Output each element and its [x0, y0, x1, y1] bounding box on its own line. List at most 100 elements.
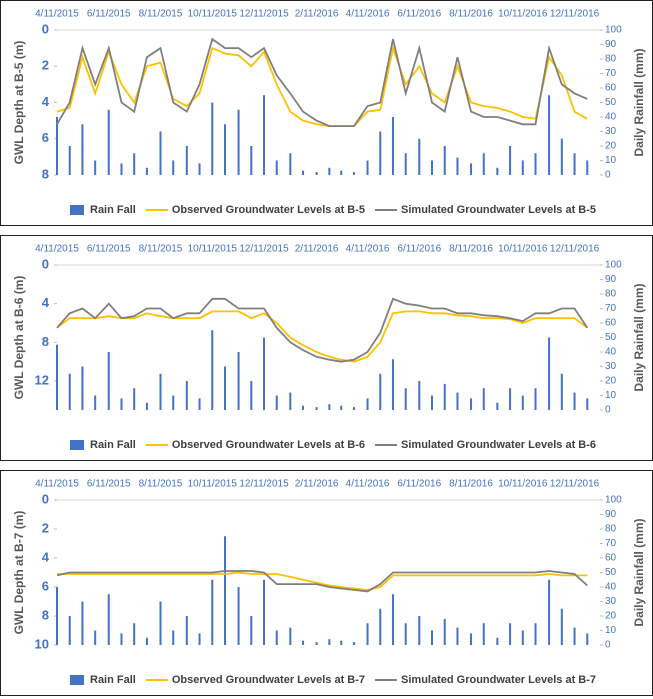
rain-bar: [352, 642, 355, 645]
rain-bar: [237, 587, 240, 645]
y-tick-label: 8: [42, 166, 49, 181]
y2-tick-label: 80: [605, 289, 617, 300]
rain-bar: [560, 373, 563, 410]
y-axis-title: GWL Depth at B-7 (m): [12, 511, 26, 635]
x-tick-label: 12/11/2016: [550, 244, 600, 255]
rain-bar: [107, 352, 110, 410]
legend-swatch: [70, 675, 84, 685]
rain-bar: [391, 359, 394, 410]
rain-bar: [431, 630, 434, 645]
y-tick-label: 4: [42, 94, 50, 109]
y2-tick-label: 60: [605, 83, 617, 94]
rain-bar: [509, 623, 512, 645]
rain-bar: [263, 95, 266, 175]
x-tick-label: 2/11/2016: [295, 244, 339, 255]
y-tick-label: 8: [42, 334, 49, 349]
y2-tick-label: 50: [605, 97, 617, 108]
x-tick-label: 8/11/2016: [449, 479, 493, 490]
x-tick-label: 8/11/2015: [139, 9, 183, 20]
legend-label: Rain Fall: [90, 674, 136, 686]
chart-panel: 4/11/2015 6/11/2015 8/11/2015 10/11/2015 12/…: [0, 470, 653, 696]
x-tick-label: 6/11/2015: [87, 9, 131, 20]
rain-bar: [81, 601, 84, 645]
y-tick-label: 2: [42, 58, 49, 73]
rain-bar: [366, 160, 369, 175]
rain-bar: [470, 163, 473, 175]
legend-label: Observed Groundwater Levels at B-6: [172, 439, 365, 451]
rain-bar: [573, 392, 576, 410]
rain-bar: [315, 172, 318, 175]
rain-bar: [145, 167, 148, 175]
rain-bar: [56, 344, 58, 410]
rain-bar: [534, 153, 537, 175]
rain-bar: [340, 405, 343, 410]
y2-tick-label: 90: [605, 274, 617, 285]
y2-tick-label: 20: [605, 376, 617, 387]
rain-bar: [237, 109, 240, 175]
panel-border: [0, 0, 653, 226]
x-tick-label: 12/11/2016: [550, 9, 600, 20]
rain-bar: [198, 163, 201, 175]
rain-bar: [159, 373, 162, 410]
rain-bar: [496, 167, 499, 175]
rain-bar: [302, 405, 305, 410]
x-tick-label: 8/11/2015: [139, 479, 183, 490]
rain-bar: [391, 594, 394, 645]
rain-bar: [379, 608, 382, 645]
y-tick-label: 4: [42, 295, 50, 310]
rain-bar: [68, 373, 71, 410]
gwl-line: [56, 570, 588, 593]
rain-bar: [223, 366, 226, 410]
x-tick-label: 8/11/2016: [449, 9, 493, 20]
legend-label: Simulated Groundwater Levels at B-6: [401, 439, 596, 451]
rain-bar: [573, 153, 576, 175]
rain-bar: [340, 640, 343, 645]
rain-bar: [133, 623, 136, 645]
rain-bar: [340, 170, 343, 175]
rain-bar: [534, 388, 537, 410]
x-tick-label: 10/11/2016: [498, 244, 548, 255]
y-tick-label: 4: [42, 549, 50, 564]
rain-bar: [418, 381, 421, 410]
rain-bar: [482, 623, 485, 645]
rain-bar: [159, 601, 162, 645]
y2-tick-label: 70: [605, 68, 617, 79]
x-tick-label: 10/11/2016: [498, 9, 548, 20]
rain-bar: [521, 160, 524, 175]
x-tick-label: 4/11/2016: [346, 244, 390, 255]
x-tick-label: 2/11/2016: [295, 9, 339, 20]
rain-bar: [211, 330, 214, 410]
y2-tick-label: 40: [605, 347, 617, 358]
rain-bar: [560, 608, 563, 645]
y2-tick-label: 10: [605, 625, 617, 636]
y2-tick-label: 100: [605, 260, 622, 271]
y2-tick-label: 50: [605, 332, 617, 343]
x-tick-label: 6/11/2015: [87, 479, 131, 490]
x-tick-label: 4/11/2016: [346, 9, 390, 20]
panel-border: [0, 235, 653, 461]
rain-bar: [172, 160, 175, 175]
y2-tick-label: 10: [605, 155, 617, 166]
rain-bar: [107, 594, 110, 645]
x-tick-label: 10/11/2016: [498, 479, 548, 490]
rain-bar: [404, 388, 407, 410]
rain-bar: [289, 153, 292, 175]
rain-bar: [456, 627, 459, 645]
y2-tick-label: 0: [605, 640, 611, 651]
y2-tick-label: 60: [605, 553, 617, 564]
rain-bar: [496, 637, 499, 645]
y-tick-label: 6: [42, 578, 49, 593]
legend-swatch: [70, 440, 84, 450]
x-tick-label: 12/11/2015: [239, 479, 289, 490]
rain-bar: [418, 138, 421, 175]
x-tick-label: 4/11/2015: [35, 479, 79, 490]
rain-bar: [68, 146, 71, 175]
rain-bar: [81, 124, 84, 175]
rain-bar: [509, 388, 512, 410]
rain-bar: [352, 172, 355, 175]
x-tick-label: 12/11/2016: [550, 479, 600, 490]
y2-tick-label: 30: [605, 126, 617, 137]
rain-bar: [145, 402, 148, 410]
rain-bar: [391, 117, 394, 175]
